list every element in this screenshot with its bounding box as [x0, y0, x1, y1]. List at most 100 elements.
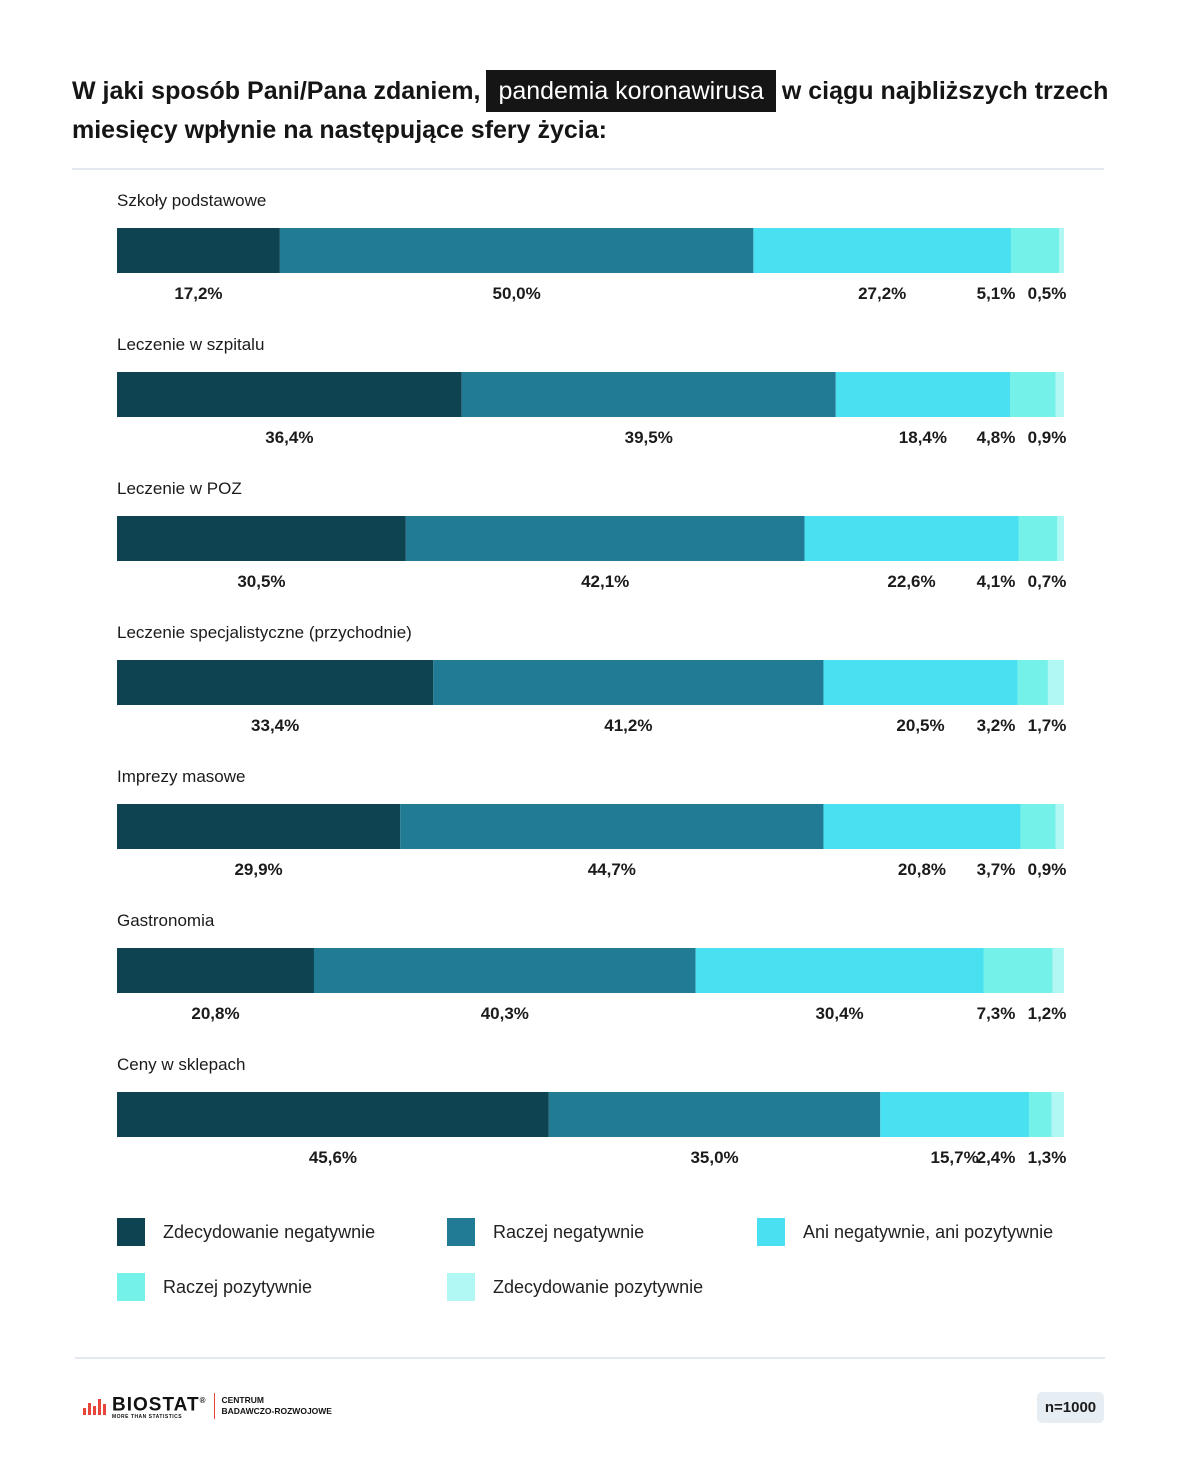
bar-segment-gastronomia-raczej-pozytywnie	[983, 948, 1053, 993]
category-label-szkoly-podstawowe: Szkoły podstawowe	[117, 191, 266, 210]
value-label-leczenie-w-szpitalu-raczej-negatywnie: 39,5%	[625, 428, 673, 447]
value-label-imprezy-masowe-ani-negatywnie-ani-pozytywnie: 20,8%	[898, 860, 946, 879]
category-label-gastronomia: Gastronomia	[117, 911, 215, 930]
footer-divider	[75, 1357, 1105, 1359]
value-label-leczenie-specjalistyczne-przychodnie-raczej-negatywnie: 41,2%	[604, 716, 652, 735]
value-label-gastronomia-raczej-pozytywnie: 7,3%	[977, 1004, 1016, 1023]
bar-segment-gastronomia-raczej-negatywnie	[313, 948, 696, 993]
value-label-ceny-w-sklepach-raczej-pozytywnie: 2,4%	[977, 1148, 1016, 1167]
logo-wordmark: BIOSTAT® MORE THAN STATISTICS	[112, 1392, 206, 1420]
value-label-leczenie-specjalistyczne-przychodnie-zdecydowanie-pozytywnie: 1,7%	[1028, 716, 1067, 735]
bar-segment-ceny-w-sklepach-ani-negatywnie-ani-pozytywnie	[880, 1092, 1029, 1137]
bar-segment-gastronomia-zdecydowanie-pozytywnie	[1052, 948, 1064, 993]
legend-swatch	[117, 1273, 145, 1301]
bar-segment-leczenie-w-szpitalu-ani-negatywnie-ani-pozytywnie	[835, 372, 1011, 417]
title-highlight: pandemia koronawirusa	[486, 70, 776, 112]
legend-item-raczej-pozytywnie: Raczej pozytywnie	[117, 1273, 312, 1301]
legend-label: Zdecydowanie pozytywnie	[493, 1276, 704, 1297]
bar-segment-ceny-w-sklepach-zdecydowanie-negatywnie	[117, 1092, 549, 1137]
value-label-leczenie-specjalistyczne-przychodnie-ani-negatywnie-ani-pozytywnie: 20,5%	[896, 716, 944, 735]
bar-segment-imprezy-masowe-raczej-pozytywnie	[1020, 804, 1056, 849]
value-label-leczenie-w-poz-raczej-negatywnie: 42,1%	[581, 572, 629, 591]
bar-segment-leczenie-w-poz-raczej-negatywnie	[405, 516, 805, 561]
logo-centrum: CENTRUM BADAWCZO-ROZWOJOWE	[221, 1395, 332, 1417]
bar-segment-leczenie-specjalistyczne-przychodnie-raczej-negatywnie	[433, 660, 824, 705]
value-label-leczenie-specjalistyczne-przychodnie-raczej-pozytywnie: 3,2%	[977, 716, 1016, 735]
bar-segment-leczenie-specjalistyczne-przychodnie-ani-negatywnie-ani-pozytywnie	[823, 660, 1018, 705]
value-label-gastronomia-zdecydowanie-pozytywnie: 1,2%	[1028, 1004, 1067, 1023]
bar-segment-leczenie-w-poz-zdecydowanie-pozytywnie	[1057, 516, 1064, 561]
value-label-szkoly-podstawowe-zdecydowanie-pozytywnie: 0,5%	[1028, 284, 1067, 303]
category-label-leczenie-w-poz: Leczenie w POZ	[117, 479, 242, 498]
legend: Zdecydowanie negatywnie Raczej negatywnie…	[117, 1218, 1117, 1308]
logo-brand: BIOSTAT	[112, 1394, 200, 1416]
value-label-leczenie-w-szpitalu-raczej-pozytywnie: 4,8%	[977, 428, 1016, 447]
bar-segment-leczenie-w-poz-ani-negatywnie-ani-pozytywnie	[804, 516, 1019, 561]
logo-centrum-line2: BADAWCZO-ROZWOJOWE	[221, 1406, 332, 1417]
bar-segment-szkoly-podstawowe-raczej-negatywnie	[279, 228, 754, 273]
legend-swatch	[757, 1218, 785, 1246]
bar-segment-szkoly-podstawowe-raczej-pozytywnie	[1010, 228, 1060, 273]
bar-segment-gastronomia-zdecydowanie-negatywnie	[117, 948, 314, 993]
bar-segment-imprezy-masowe-zdecydowanie-negatywnie	[117, 804, 401, 849]
bar-segment-leczenie-w-szpitalu-zdecydowanie-negatywnie	[117, 372, 462, 417]
bar-segment-imprezy-masowe-raczej-negatywnie	[400, 804, 824, 849]
chart-title: W jaki sposób Pani/Pana zdaniem, pandemia…	[72, 70, 1132, 149]
stacked-bar-chart: Szkoły podstawowe 17,2% 50,0% 27,2% 5,1% 0,5%…	[117, 191, 1067, 1167]
bar-segment-leczenie-w-szpitalu-zdecydowanie-pozytywnie	[1055, 372, 1064, 417]
value-label-imprezy-masowe-raczej-negatywnie: 44,7%	[588, 860, 636, 879]
value-label-ceny-w-sklepach-ani-negatywnie-ani-pozytywnie: 15,7%	[931, 1148, 979, 1167]
legend-item-ani-negatywnie-ani-pozytywnie: Ani negatywnie, ani pozytywnie	[757, 1218, 1053, 1246]
value-label-leczenie-w-poz-raczej-pozytywnie: 4,1%	[977, 572, 1016, 591]
legend-item-raczej-negatywnie: Raczej negatywnie	[447, 1218, 644, 1246]
legend-label: Raczej negatywnie	[493, 1221, 645, 1242]
category-label-leczenie-specjalistyczne-przychodnie: Leczenie specjalistyczne (przychodnie)	[117, 623, 412, 642]
legend-label: Zdecydowanie negatywnie	[163, 1221, 376, 1242]
legend-label: Ani negatywnie, ani pozytywnie	[803, 1221, 1054, 1242]
bar-segment-leczenie-specjalistyczne-przychodnie-raczej-pozytywnie	[1017, 660, 1048, 705]
value-label-ceny-w-sklepach-zdecydowanie-negatywnie: 45,6%	[309, 1148, 357, 1167]
legend-swatch	[447, 1218, 475, 1246]
bar-segment-ceny-w-sklepach-zdecydowanie-pozytywnie	[1051, 1092, 1064, 1137]
value-label-leczenie-w-poz-zdecydowanie-negatywnie: 30,5%	[237, 572, 285, 591]
value-label-gastronomia-raczej-negatywnie: 40,3%	[481, 1004, 529, 1023]
value-label-szkoly-podstawowe-raczej-pozytywnie: 5,1%	[977, 284, 1016, 303]
bar-segment-leczenie-w-szpitalu-raczej-pozytywnie	[1010, 372, 1056, 417]
legend-label: Raczej pozytywnie	[163, 1276, 313, 1297]
legend-item-zdecydowanie-negatywnie: Zdecydowanie negatywnie	[117, 1218, 375, 1246]
logo-registered: ®	[199, 1396, 207, 1405]
value-label-imprezy-masowe-zdecydowanie-negatywnie: 29,9%	[234, 860, 282, 879]
legend-item-zdecydowanie-pozytywnie: Zdecydowanie pozytywnie	[447, 1273, 703, 1301]
bar-segment-gastronomia-ani-negatywnie-ani-pozytywnie	[695, 948, 984, 993]
category-label-leczenie-w-szpitalu: Leczenie w szpitalu	[117, 335, 264, 354]
value-label-ceny-w-sklepach-zdecydowanie-pozytywnie: 1,3%	[1028, 1148, 1067, 1167]
value-label-szkoly-podstawowe-zdecydowanie-negatywnie: 17,2%	[174, 284, 222, 303]
value-label-leczenie-w-szpitalu-zdecydowanie-pozytywnie: 0,9%	[1028, 428, 1067, 447]
bar-segment-leczenie-specjalistyczne-przychodnie-zdecydowanie-pozytywnie	[1047, 660, 1064, 705]
value-label-gastronomia-zdecydowanie-negatywnie: 20,8%	[191, 1004, 239, 1023]
value-label-leczenie-specjalistyczne-przychodnie-zdecydowanie-negatywnie: 33,4%	[251, 716, 299, 735]
title-part-1: W jaki sposób Pani/Pana zdaniem,	[72, 77, 481, 105]
value-label-szkoly-podstawowe-raczej-negatywnie: 50,0%	[493, 284, 541, 303]
bar-segment-ceny-w-sklepach-raczej-negatywnie	[548, 1092, 881, 1137]
bar-segment-imprezy-masowe-ani-negatywnie-ani-pozytywnie	[823, 804, 1021, 849]
bar-segment-leczenie-w-poz-zdecydowanie-negatywnie	[117, 516, 406, 561]
logo-tagline: MORE THAN STATISTICS	[112, 1414, 183, 1421]
bar-segment-szkoly-podstawowe-zdecydowanie-pozytywnie	[1059, 228, 1064, 273]
bar-segment-imprezy-masowe-zdecydowanie-pozytywnie	[1055, 804, 1064, 849]
bar-segment-szkoly-podstawowe-ani-negatywnie-ani-pozytywnie	[753, 228, 1011, 273]
category-label-imprezy-masowe: Imprezy masowe	[117, 767, 245, 786]
bar-segment-leczenie-w-poz-raczej-pozytywnie	[1018, 516, 1058, 561]
value-label-ceny-w-sklepach-raczej-negatywnie: 35,0%	[690, 1148, 738, 1167]
value-label-szkoly-podstawowe-ani-negatywnie-ani-pozytywnie: 27,2%	[858, 284, 906, 303]
bar-segment-leczenie-specjalistyczne-przychodnie-zdecydowanie-negatywnie	[117, 660, 434, 705]
value-label-gastronomia-ani-negatywnie-ani-pozytywnie: 30,4%	[815, 1004, 863, 1023]
value-label-leczenie-w-szpitalu-ani-negatywnie-ani-pozytywnie: 18,4%	[899, 428, 947, 447]
value-label-leczenie-w-poz-zdecydowanie-pozytywnie: 0,7%	[1028, 572, 1067, 591]
logo-separator	[214, 1393, 216, 1420]
logo-bars-icon	[83, 1397, 106, 1416]
legend-swatch	[447, 1273, 475, 1301]
bar-segment-leczenie-w-szpitalu-raczej-negatywnie	[461, 372, 836, 417]
value-label-leczenie-w-poz-ani-negatywnie-ani-pozytywnie: 22,6%	[887, 572, 935, 591]
logo-centrum-line1: CENTRUM	[221, 1395, 264, 1406]
